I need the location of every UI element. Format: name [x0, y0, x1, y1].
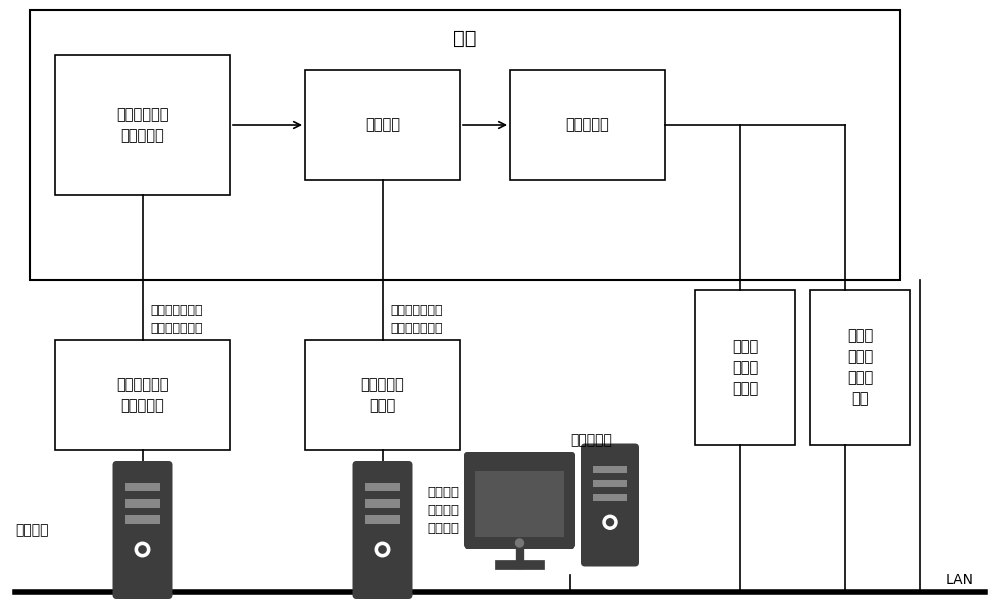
Circle shape	[606, 519, 614, 526]
Text: LAN: LAN	[946, 573, 974, 587]
FancyBboxPatch shape	[464, 452, 575, 548]
Text: 敏感器激励与执: 敏感器激励与执	[390, 303, 443, 316]
FancyBboxPatch shape	[465, 537, 574, 549]
Text: 控制系统地
面设备: 控制系统地 面设备	[361, 377, 404, 413]
Bar	[365, 483, 400, 491]
Bar	[810, 290, 910, 445]
Text: 指令，遥测参数: 指令，遥测参数	[150, 322, 203, 335]
FancyBboxPatch shape	[112, 461, 173, 599]
Text: 供电与遥测遥
控地面设备: 供电与遥测遥 控地面设备	[116, 377, 169, 413]
Bar	[475, 471, 564, 537]
Bar	[55, 55, 230, 195]
Bar	[125, 483, 160, 491]
Text: 控制系统: 控制系统	[365, 117, 400, 133]
FancyBboxPatch shape	[352, 461, 413, 599]
Text: 推力矢
量调节
机构模
拟器: 推力矢 量调节 机构模 拟器	[847, 328, 873, 406]
Bar	[593, 494, 627, 502]
Circle shape	[139, 546, 146, 553]
Text: 电推进系统: 电推进系统	[566, 117, 609, 133]
FancyBboxPatch shape	[581, 443, 639, 567]
Text: 电推力
器负载
模拟器: 电推力 器负载 模拟器	[732, 339, 758, 396]
Text: 姿态轨道
动力学仿
真计算机: 姿态轨道 动力学仿 真计算机	[428, 486, 460, 535]
Text: 总控设备: 总控设备	[15, 523, 48, 537]
Bar	[510, 70, 665, 180]
Bar	[30, 10, 900, 280]
Bar	[695, 290, 795, 445]
Circle shape	[135, 542, 150, 557]
Bar	[593, 480, 627, 487]
Text: 主控计算机: 主控计算机	[570, 433, 612, 447]
Text: 卫星: 卫星	[453, 28, 477, 47]
Bar	[365, 499, 400, 508]
Bar	[55, 340, 230, 450]
Bar	[305, 70, 460, 180]
Circle shape	[375, 542, 390, 557]
Text: 卫星供电与遥
测遥控系统: 卫星供电与遥 测遥控系统	[116, 107, 169, 143]
Bar	[365, 515, 400, 524]
Bar	[125, 515, 160, 524]
Circle shape	[379, 546, 386, 553]
Bar	[125, 499, 160, 508]
Bar	[305, 340, 460, 450]
Circle shape	[516, 539, 524, 547]
Text: 供电信号，遥控: 供电信号，遥控	[150, 303, 203, 316]
Circle shape	[603, 515, 617, 529]
Bar	[593, 465, 627, 473]
Text: 行机构动作采集: 行机构动作采集	[390, 322, 443, 335]
